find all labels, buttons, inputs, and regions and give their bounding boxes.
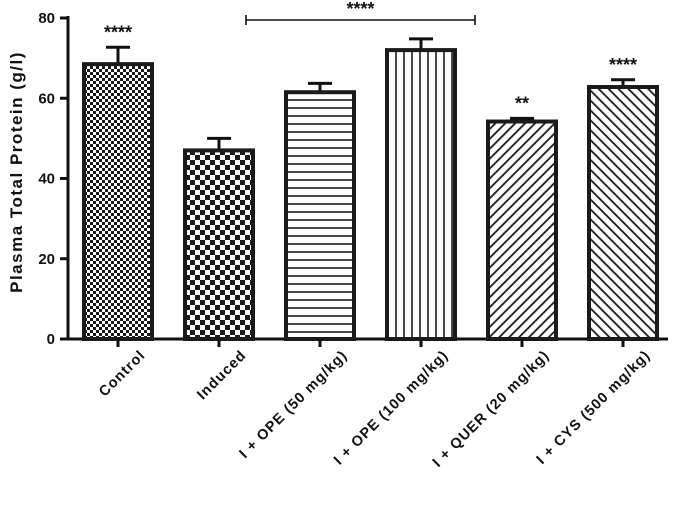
bar xyxy=(183,148,255,341)
y-tick-label: 40 xyxy=(38,171,55,188)
bar xyxy=(385,48,457,341)
y-tick-label: 20 xyxy=(38,251,55,268)
bars xyxy=(82,37,659,342)
y-tick-label: 60 xyxy=(38,90,55,107)
axes xyxy=(66,16,668,341)
category-label: I + OPE (100 mg/kg) xyxy=(331,348,452,469)
category-label: I + QUER (20 mg/kg) xyxy=(430,348,553,471)
significance-stars: **** xyxy=(609,55,637,75)
y-axis-label: Plasma Total Protein (g/l) xyxy=(7,51,26,293)
y-tick-label: 80 xyxy=(38,10,55,27)
bar xyxy=(82,62,154,342)
category-label: I + OPE (50 mg/kg) xyxy=(236,348,350,462)
category-label: Control xyxy=(96,348,149,401)
bar xyxy=(284,90,356,341)
significance-stars: ** xyxy=(515,93,529,113)
y-axis-ticks: 0 20 40 60 80 xyxy=(38,10,68,348)
significance-stars: **** xyxy=(104,22,132,42)
bar xyxy=(486,119,558,341)
category-label: I + CYS (500 mg/kg) xyxy=(534,348,654,468)
y-tick-label: 0 xyxy=(47,331,55,348)
category-label: Induced xyxy=(194,348,250,404)
significance-annotations: ************** xyxy=(104,0,637,113)
bracket-significance-stars: **** xyxy=(346,0,374,19)
bar xyxy=(587,85,659,341)
